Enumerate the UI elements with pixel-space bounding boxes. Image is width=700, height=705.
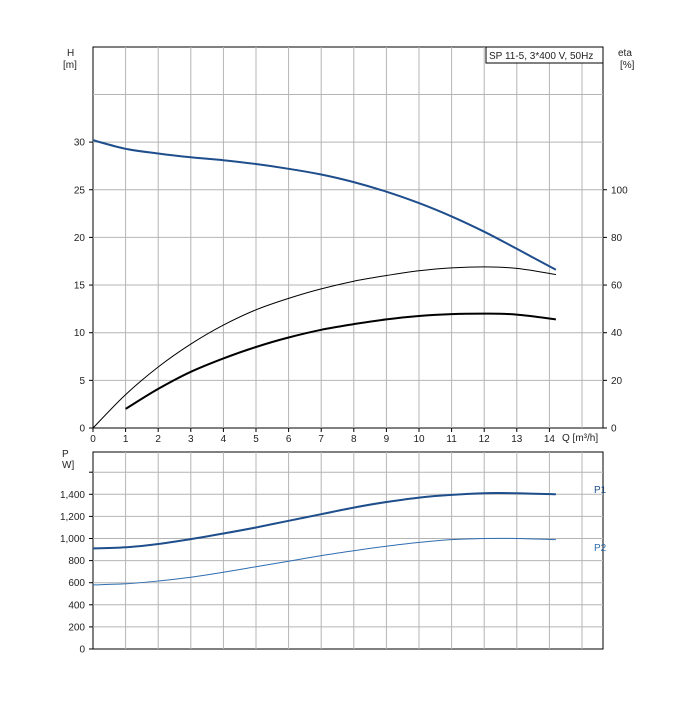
chart-title: SP 11-5, 3*400 V, 50Hz xyxy=(489,51,593,62)
x-tick-label: 0 xyxy=(90,434,96,445)
power-tick-label: 1,200 xyxy=(60,512,85,523)
head-efficiency-panel: 0 1 2 3 4 5 6 7 8 9 10 11 12 13 1405101520253002040608… xyxy=(63,46,635,445)
x-tick-label: 7 xyxy=(318,434,324,445)
y-left-axis-unit: [m] xyxy=(63,60,77,71)
y-left-tick-label: 5 xyxy=(79,376,85,387)
y-left-tick-label: 0 xyxy=(79,424,85,435)
curve-eta_thick xyxy=(125,312,557,410)
power-tick-label: 400 xyxy=(68,600,85,611)
power-tick-label: 200 xyxy=(68,622,85,633)
y-right-axis-name: eta xyxy=(618,48,632,59)
series-label-p2: P2 xyxy=(594,543,607,554)
power-tick-label: 600 xyxy=(68,578,85,589)
x-tick-label: 12 xyxy=(479,434,491,445)
bottom-plot-frame xyxy=(92,451,604,650)
y-right-tick-label: 80 xyxy=(611,233,623,244)
title-box xyxy=(485,46,604,64)
y-left-tick-label: 20 xyxy=(74,233,86,244)
power-tick-label: 800 xyxy=(68,556,85,567)
x-tick-label: 14 xyxy=(544,434,556,445)
x-tick-label: 9 xyxy=(384,434,390,445)
y-right-tick-label: 20 xyxy=(611,376,623,387)
bottom-grid xyxy=(93,452,603,649)
x-tick-label: 6 xyxy=(286,434,292,445)
x-tick-label: 1 xyxy=(123,434,129,445)
x-tick-label: 11 xyxy=(446,434,457,445)
y-right-axis-unit: [%] xyxy=(620,60,635,71)
power-tick-label: 1,000 xyxy=(60,534,85,545)
top-tick-labels: 0 1 2 3 4 5 6 7 8 9 10 11 12 13 1405101520253002040608… xyxy=(74,138,628,445)
x-tick-label: 13 xyxy=(511,434,523,445)
top-curves xyxy=(92,139,557,429)
y-right-tick-label: 0 xyxy=(611,424,617,435)
y-left-tick-label: 30 xyxy=(74,138,86,149)
x-tick-label: 10 xyxy=(413,434,425,445)
bottom-tick-labels: 0 200 400 600 800 1,000 1,200 1,400 xyxy=(60,471,93,656)
power-tick-label: 1,400 xyxy=(60,490,85,501)
x-tick-label: 8 xyxy=(351,434,357,445)
power-tick-label: 0 xyxy=(79,645,85,656)
x-axis-label: Q [m³/h] xyxy=(562,433,598,444)
curve-eta_thin xyxy=(92,266,556,429)
curve-p1 xyxy=(92,492,556,550)
series-label-p1: P1 xyxy=(594,485,607,496)
x-tick-label: 4 xyxy=(221,434,227,445)
power-axis-unit: W] xyxy=(62,460,74,471)
x-tick-label: 5 xyxy=(253,434,259,445)
y-right-tick-label: 40 xyxy=(611,328,623,339)
top-grid xyxy=(93,47,603,428)
y-right-tick-label: 60 xyxy=(611,281,623,292)
curve-p2 xyxy=(92,537,556,586)
bottom-curves xyxy=(92,492,556,586)
power-panel: 0 200 400 600 800 1,000 1,200 1,400 P W] P1 P2 xyxy=(60,449,607,656)
x-tick-label: 2 xyxy=(155,434,161,445)
y-left-axis-name: H xyxy=(67,48,74,59)
y-left-tick-label: 25 xyxy=(74,185,86,196)
curve-H xyxy=(92,139,557,271)
y-left-tick-label: 10 xyxy=(74,328,86,339)
x-tick-label: 3 xyxy=(188,434,194,445)
power-axis-name: P xyxy=(62,449,69,460)
y-left-tick-label: 15 xyxy=(74,281,86,292)
y-right-tick-label: 100 xyxy=(611,185,628,196)
